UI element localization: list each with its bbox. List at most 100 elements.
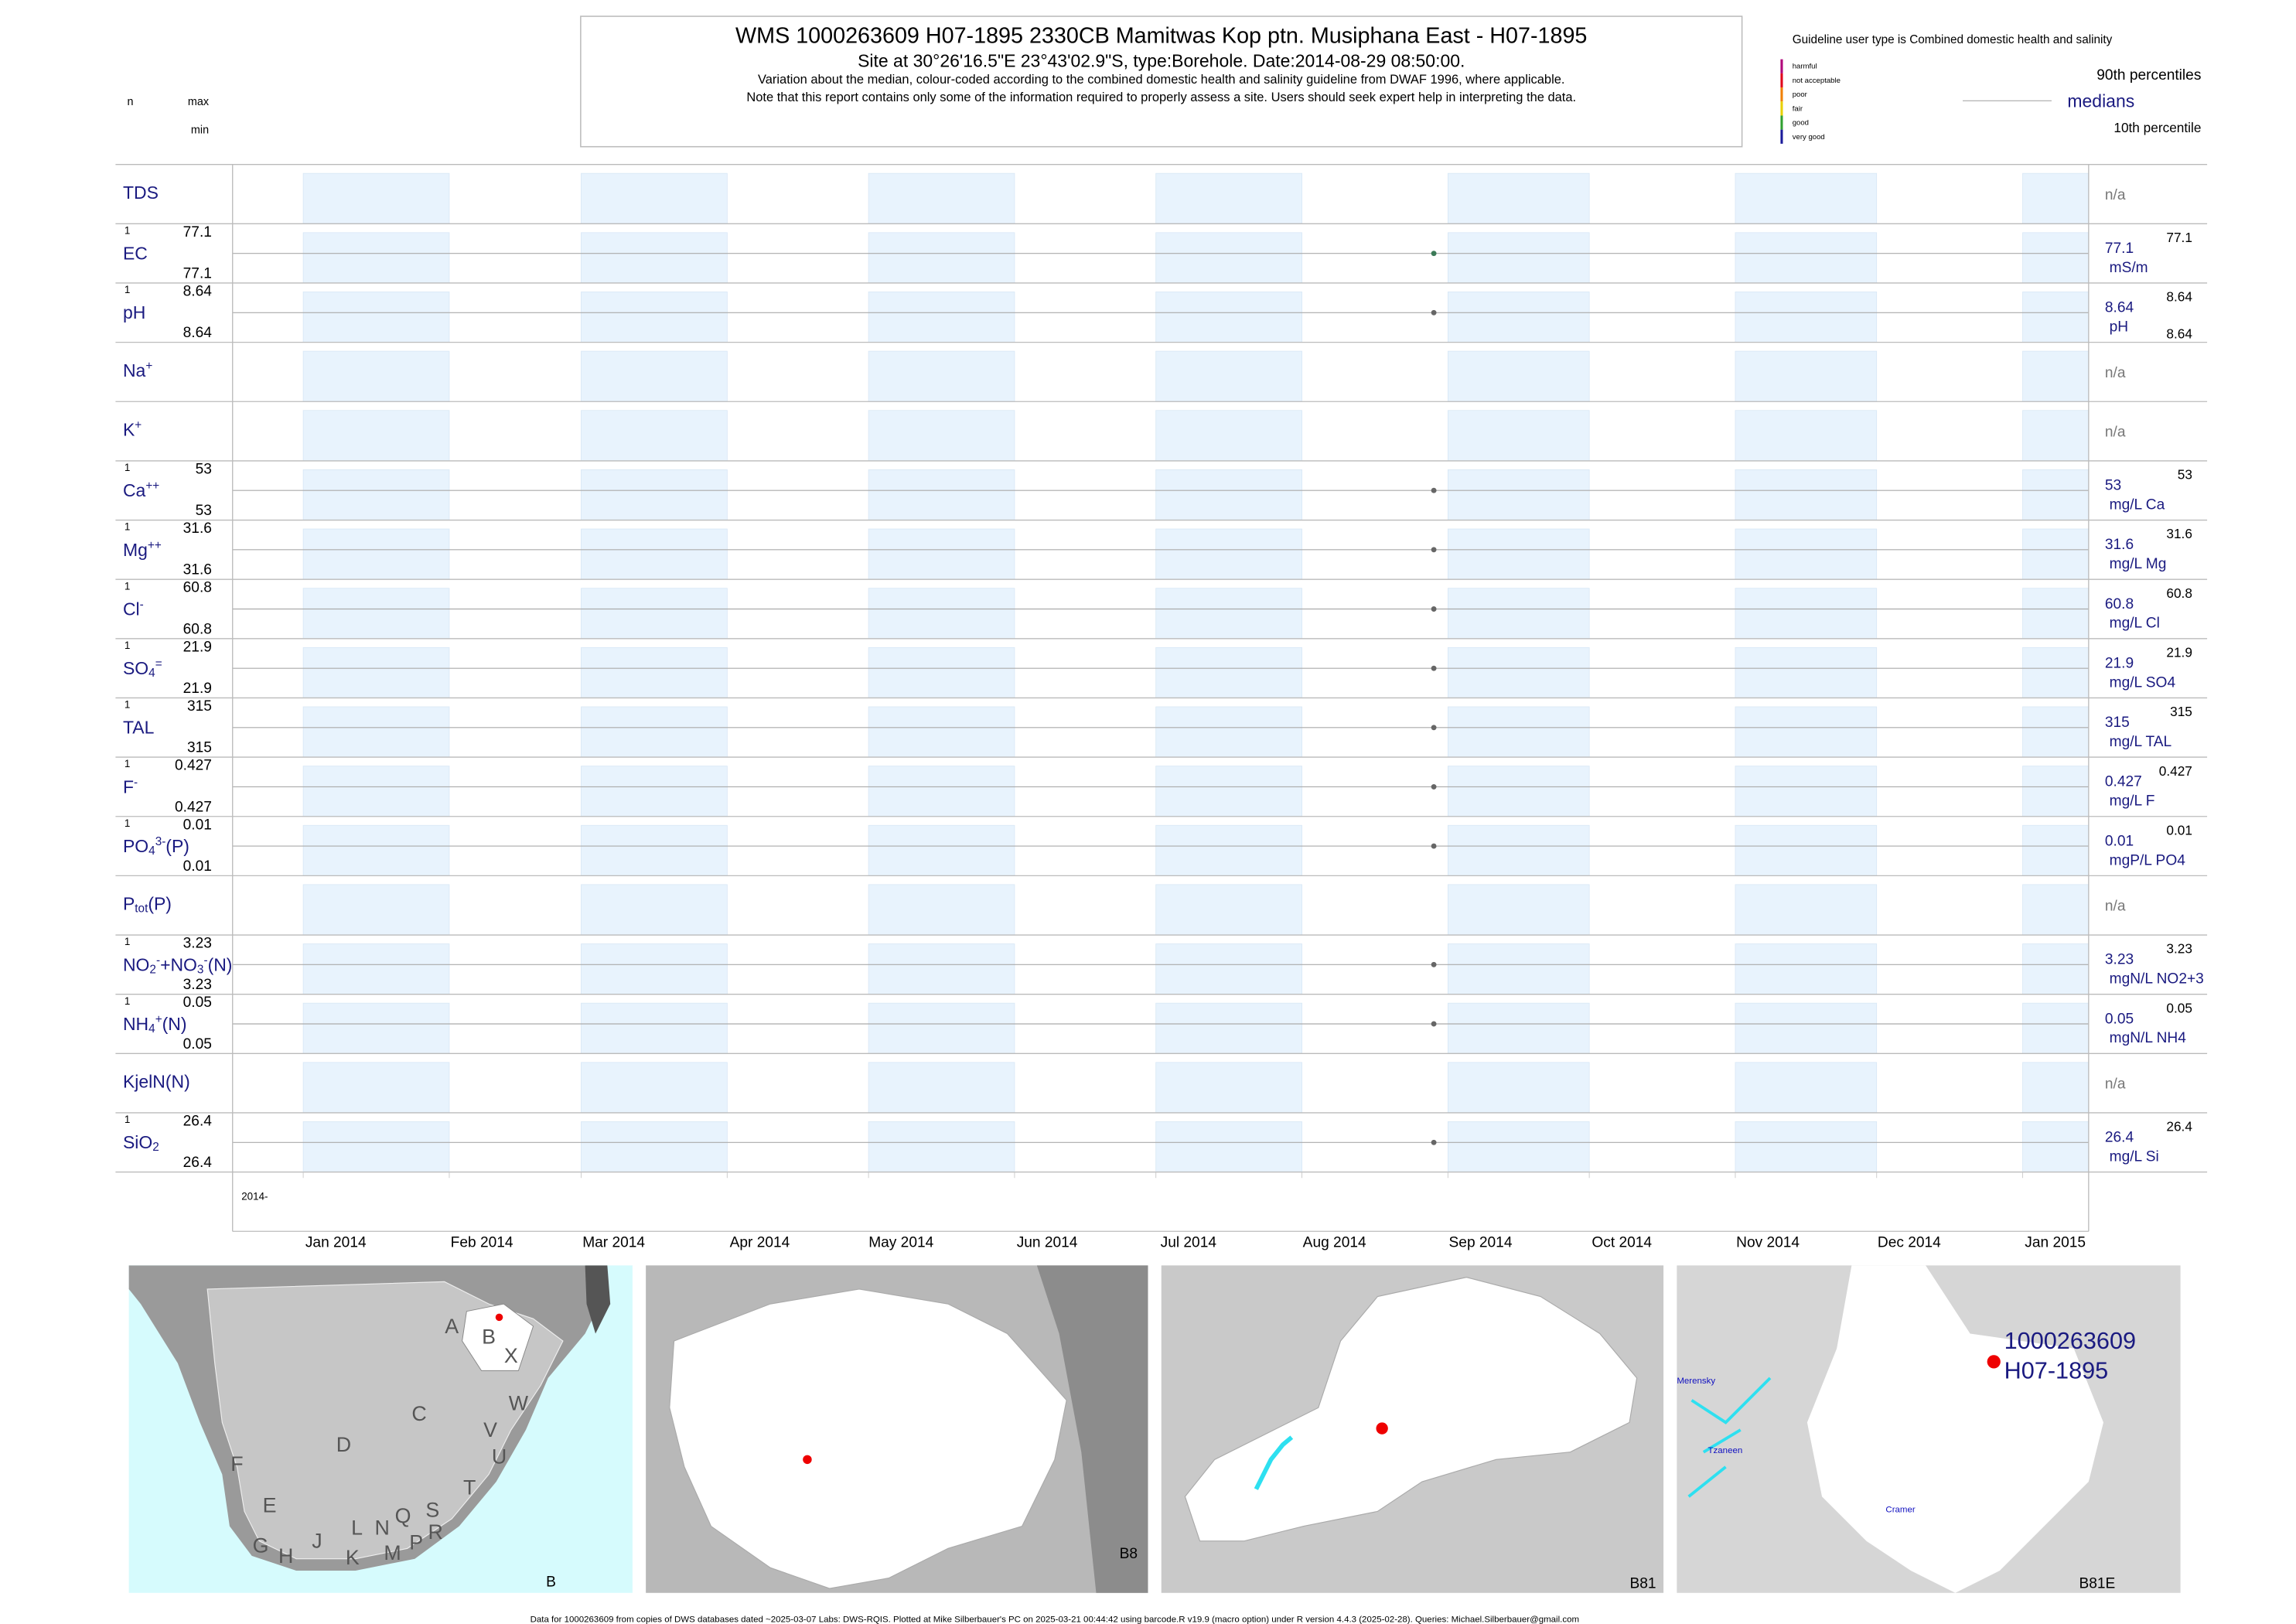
month-band (868, 232, 1015, 284)
catchment (1184, 1277, 1638, 1542)
na-label: n/a (2105, 1076, 2126, 1093)
month-band (581, 410, 728, 462)
map-caption: B81 (1629, 1575, 1656, 1592)
month-band (1155, 884, 1302, 936)
month-band (868, 588, 1015, 640)
ocean-edge (585, 1265, 611, 1334)
x-tick-label: Sep 2014 (1449, 1235, 1513, 1251)
month-band (581, 469, 728, 520)
min-value: 3.23 (183, 977, 212, 993)
month-band (581, 1062, 728, 1114)
label-part: NH (123, 1014, 148, 1034)
row-label: KjelN(N) (123, 1072, 190, 1092)
catchment (669, 1288, 1067, 1589)
max-value: 3.23 (183, 936, 212, 952)
max-value: 0.427 (175, 758, 212, 774)
month-band (1735, 410, 1878, 462)
region-letter: V (483, 1418, 497, 1441)
month-band (1155, 410, 1302, 462)
month-band (2022, 824, 2090, 876)
median-value: 0.427 (2105, 774, 2142, 790)
unit: mg/L Si (2110, 1149, 2159, 1165)
x-tick-label: Apr 2014 (730, 1235, 790, 1251)
region-letter: Q (395, 1504, 411, 1527)
month-band (1155, 647, 1302, 698)
min-value: 0.427 (175, 799, 212, 815)
month-band (868, 292, 1015, 343)
medians-label: medians (2067, 90, 2134, 111)
month-band (2022, 588, 2090, 640)
label-part: Mg (123, 540, 148, 560)
legend-class: fair (1793, 104, 1803, 113)
min-value: 60.8 (183, 621, 212, 637)
month-band (1447, 1121, 1590, 1172)
month-band (1447, 824, 1590, 876)
n-value: 1 (125, 462, 130, 473)
month-band (581, 943, 728, 995)
max-header: max (188, 96, 210, 108)
unit: mg/L Cl (2110, 616, 2160, 632)
x-tick-label: Jan 2015 (2025, 1235, 2086, 1251)
month-band (1735, 232, 1878, 284)
label-part: = (155, 657, 162, 670)
month-band (581, 706, 728, 758)
label-part: +NO (160, 954, 197, 974)
month-band (1735, 824, 1878, 876)
sample-dot (1431, 783, 1437, 790)
median-value: 31.6 (2105, 537, 2134, 553)
site-dot (495, 1313, 503, 1322)
month-band (1735, 943, 1878, 995)
month-band (302, 292, 450, 343)
x-tick-label: Nov 2014 (1736, 1235, 1800, 1251)
month-band (302, 469, 450, 520)
region-letter: F (230, 1452, 243, 1476)
unit: mg/L F (2110, 793, 2155, 810)
neighbour (1036, 1265, 1148, 1593)
label-part: - (156, 954, 160, 967)
label-part: - (140, 599, 144, 612)
x-tick-label: Jan 2014 (305, 1235, 367, 1251)
month-band (302, 410, 450, 462)
label-part: Ca (123, 480, 146, 500)
month-band (1735, 766, 1878, 817)
month-band (868, 410, 1015, 462)
max-value: 8.64 (183, 284, 213, 300)
label-part: ++ (148, 539, 162, 552)
region-letter: G (253, 1534, 269, 1557)
site-dot (803, 1455, 812, 1465)
sample-dot (1431, 1021, 1437, 1027)
catchment (1806, 1265, 2103, 1593)
variation-line: Variation about the median, colour-coded… (758, 73, 1564, 87)
month-band (868, 172, 1015, 224)
month-band (2022, 292, 2090, 343)
unit: mg/L SO4 (2110, 674, 2176, 691)
sample-dot (1431, 725, 1437, 731)
label-part: - (203, 954, 207, 967)
row-label: SiO2 (123, 1132, 159, 1153)
month-band (2022, 350, 2090, 402)
label-part: 4 (148, 667, 155, 680)
month-band (1155, 172, 1302, 224)
month-band (868, 1121, 1015, 1172)
unit: mg/L TAL (2110, 734, 2172, 750)
na-label: n/a (2105, 365, 2126, 381)
label-part: TAL (123, 718, 155, 738)
unit: mgP/L PO4 (2110, 852, 2186, 868)
right-max: 26.4 (2166, 1119, 2192, 1134)
month-band (2022, 469, 2090, 520)
month-band (1155, 943, 1302, 995)
month-band (1155, 469, 1302, 520)
region-letter: T (463, 1476, 476, 1499)
min-value: 0.01 (183, 858, 212, 875)
month-band (868, 350, 1015, 402)
month-band (1447, 588, 1590, 640)
label-part: SO (123, 658, 148, 678)
label-part: PO (123, 836, 148, 856)
region-letter: D (336, 1433, 351, 1456)
month-band (1735, 292, 1878, 343)
month-band (2022, 706, 2090, 758)
unit: mS/m (2110, 260, 2148, 276)
month-band (581, 172, 728, 224)
legend-class: poor (1793, 90, 1808, 99)
label-part: SiO (123, 1132, 152, 1152)
